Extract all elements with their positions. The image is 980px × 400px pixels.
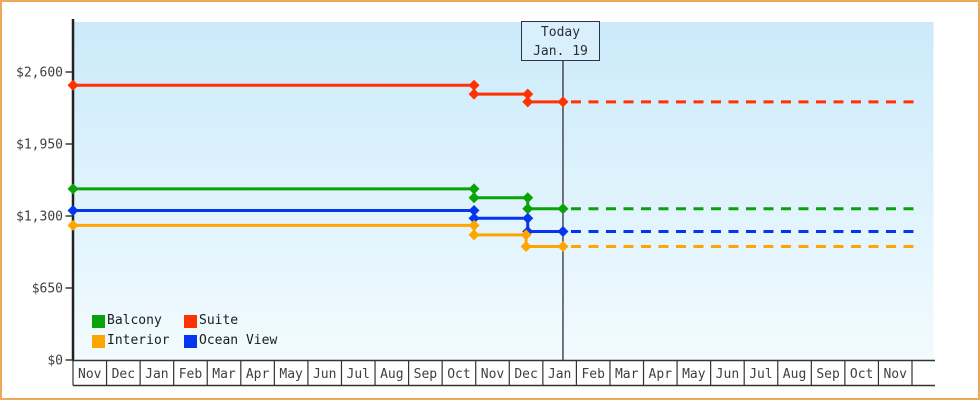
y-axis-label: $0 — [47, 354, 63, 369]
chart-legend: Balcony Suite Interior Ocean View — [92, 311, 277, 351]
month-label: Jun — [716, 367, 739, 382]
marker-interior — [67, 219, 79, 231]
month-label: Feb — [179, 367, 203, 382]
month-label: Nov — [78, 367, 102, 382]
legend-swatch-icon — [184, 314, 197, 328]
series-line-interior — [73, 223, 563, 248]
marker-suite — [522, 96, 534, 108]
legend-label: Interior — [107, 333, 170, 348]
marker-ocean-view — [468, 204, 480, 216]
marker-suite — [522, 88, 534, 100]
month-label: Oct — [447, 367, 470, 382]
marker-ocean-view — [468, 212, 480, 224]
month-label: Apr — [246, 367, 270, 382]
legend-item-suite: Suite — [184, 311, 277, 331]
legend-label: Balcony — [107, 313, 162, 328]
month-label: Jun — [313, 367, 336, 382]
marker-suite — [468, 79, 480, 91]
marker-interior — [468, 219, 480, 231]
month-label: Feb — [581, 367, 605, 382]
month-label: Jan — [548, 367, 571, 382]
legend-item-interior: Interior — [92, 331, 184, 351]
today-annotation-title: Today — [540, 25, 581, 40]
marker-interior — [468, 229, 480, 241]
y-axis-label: $2,600 — [16, 66, 63, 81]
marker-suite — [468, 88, 480, 100]
today-annotation-date: Jan. 19 — [533, 44, 588, 59]
today-annotation-box: Today Jan. 19 — [521, 21, 600, 61]
series-line-ocean-view — [73, 208, 563, 234]
y-axis-label: $1,300 — [16, 210, 63, 225]
marker-suite — [67, 79, 79, 91]
marker-balcony — [67, 183, 79, 195]
plot-area — [74, 22, 934, 360]
month-label: Aug — [380, 367, 403, 382]
month-label: Nov — [883, 367, 907, 382]
marker-balcony — [522, 203, 534, 215]
month-label: Mar — [615, 367, 639, 382]
month-label: Jul — [749, 367, 772, 382]
legend-item-balcony: Balcony — [92, 311, 184, 331]
month-label: Jan — [145, 367, 168, 382]
legend-swatch-icon — [92, 314, 105, 328]
month-label: Nov — [481, 367, 505, 382]
month-label: Oct — [850, 367, 873, 382]
marker-interior — [520, 240, 532, 252]
y-axis-label: $650 — [32, 282, 63, 297]
legend-swatch-icon — [184, 334, 197, 348]
marker-ocean-view — [557, 226, 569, 238]
month-label: Jul — [347, 367, 370, 382]
legend-item-ocean-view: Ocean View — [184, 331, 277, 351]
month-label: May — [279, 367, 303, 382]
month-label: Mar — [212, 367, 236, 382]
month-label: Dec — [514, 367, 537, 382]
y-axis-label: $1,950 — [16, 138, 63, 153]
legend-label: Suite — [199, 313, 239, 328]
marker-suite — [557, 96, 569, 108]
month-label: Sep — [414, 367, 438, 382]
marker-balcony — [522, 192, 534, 204]
marker-interior — [520, 229, 532, 241]
month-label: May — [682, 367, 706, 382]
month-label: Aug — [783, 367, 806, 382]
month-label: Apr — [649, 367, 673, 382]
series-line-balcony — [73, 187, 563, 211]
marker-balcony — [468, 183, 480, 195]
marker-ocean-view — [522, 212, 534, 224]
month-label: Sep — [816, 367, 840, 382]
marker-interior — [557, 240, 569, 252]
legend-swatch-icon — [92, 334, 105, 348]
marker-ocean-view — [67, 204, 79, 216]
series-line-suite — [73, 83, 563, 104]
marker-balcony — [468, 192, 480, 204]
month-label: Dec — [112, 367, 135, 382]
marker-balcony — [557, 203, 569, 215]
legend-label: Ocean View — [199, 333, 278, 348]
